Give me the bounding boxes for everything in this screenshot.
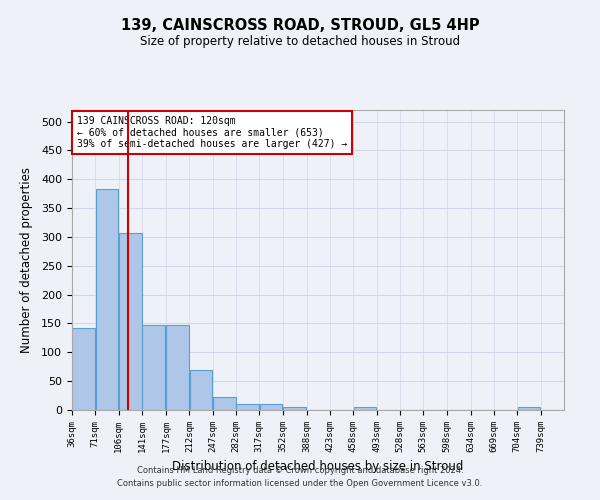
- Text: Size of property relative to detached houses in Stroud: Size of property relative to detached ho…: [140, 35, 460, 48]
- Bar: [518, 407, 541, 410]
- Bar: [260, 404, 283, 410]
- Bar: [283, 407, 305, 410]
- Bar: [213, 398, 236, 410]
- Y-axis label: Number of detached properties: Number of detached properties: [20, 167, 33, 353]
- Text: 139, CAINSCROSS ROAD, STROUD, GL5 4HP: 139, CAINSCROSS ROAD, STROUD, GL5 4HP: [121, 18, 479, 32]
- Bar: [73, 328, 95, 410]
- Bar: [166, 324, 189, 410]
- Bar: [119, 233, 142, 410]
- Text: Contains HM Land Registry data © Crown copyright and database right 2024.
Contai: Contains HM Land Registry data © Crown c…: [118, 466, 482, 487]
- Bar: [236, 404, 259, 410]
- Bar: [190, 370, 212, 410]
- Bar: [142, 324, 165, 410]
- Text: 139 CAINSCROSS ROAD: 120sqm
← 60% of detached houses are smaller (653)
39% of se: 139 CAINSCROSS ROAD: 120sqm ← 60% of det…: [77, 116, 347, 149]
- Bar: [353, 407, 376, 410]
- X-axis label: Distribution of detached houses by size in Stroud: Distribution of detached houses by size …: [172, 460, 464, 473]
- Bar: [95, 189, 118, 410]
